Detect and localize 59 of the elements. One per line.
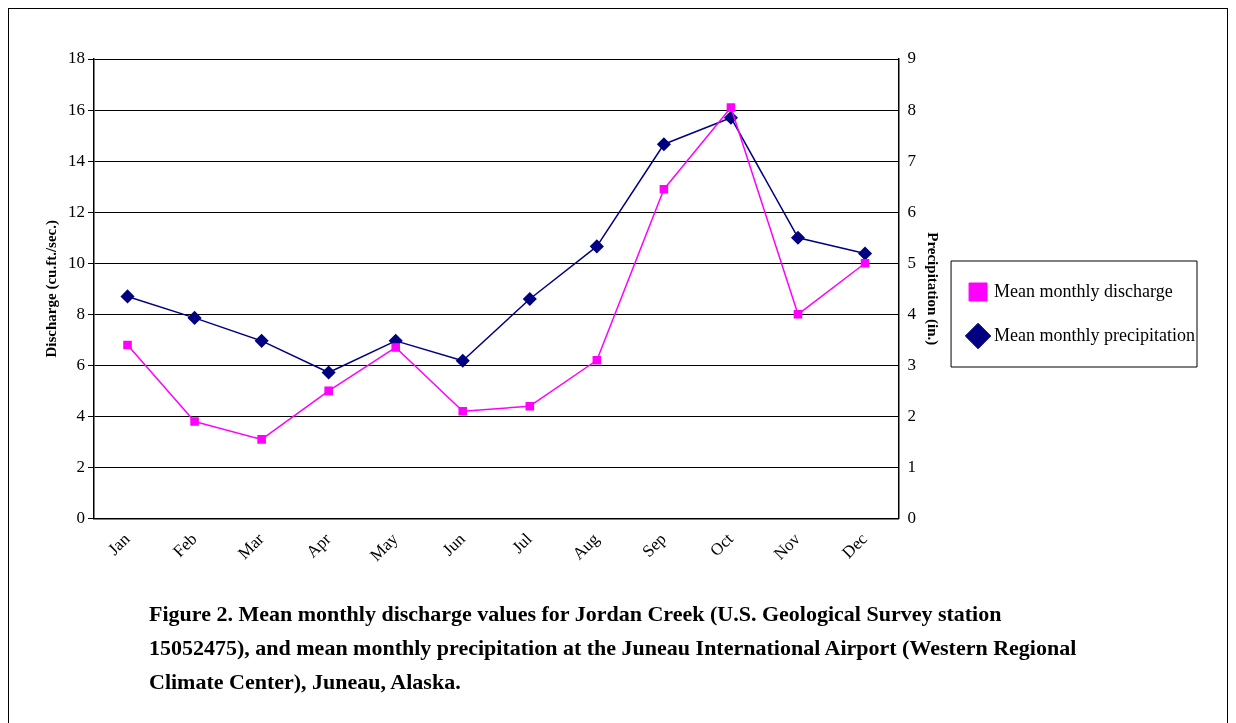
y2-tick-label: 4 [907,303,917,323]
x-tick-label: May [366,528,403,565]
point [592,355,602,365]
x-tick-label: Jun [438,528,470,560]
point [659,184,669,194]
y2-tick-label: 0 [907,508,917,528]
point [257,435,266,444]
y-tick-label: 12 [68,201,85,221]
point [120,289,135,304]
legend-label: Mean monthly discharge [994,280,1173,301]
y-tick-label: 16 [68,99,85,119]
y2-tick-label: 8 [907,99,917,119]
y-tick-label: 10 [68,252,85,272]
y-tick-label: 2 [76,456,85,476]
point [190,417,199,426]
x-tick-label: Nov [769,528,805,564]
point [324,386,333,396]
point [391,343,400,352]
y-tick-label: 6 [76,354,85,374]
point [726,103,736,112]
y2-tick-label: 1 [907,456,917,476]
point [523,292,537,306]
point [525,401,535,411]
x-tick-label: Oct [706,529,738,561]
point [254,334,269,348]
y2-tick-label: 7 [907,150,917,170]
point [187,311,202,325]
x-tick-label: Aug [568,528,604,564]
y2-tick-label: 5 [907,252,917,272]
point [590,239,604,254]
y2-tick-label: 2 [907,405,917,425]
x-tick-label: Feb [169,529,201,561]
y-tick-label: 14 [68,150,86,170]
x-tick-label: Sep [638,529,670,561]
y2-tick-label: 6 [907,201,917,221]
y-tick-label: 4 [76,405,86,425]
point [793,310,803,319]
y-tick-label: 0 [76,508,85,528]
y-tick-label: 18 [68,48,85,68]
caption: Figure 2. Mean monthly discharge values for Jordan Creek (U.S. Geological Survey station 15052475), and mean monthly precipitation at the Juneau International Airport (Western Regional Climate Center), Juneau, Alaska. [149,600,1078,696]
y-tick-label: 8 [76,303,85,323]
x-tick-label: Dec [838,528,872,563]
x-tick-label: Apr [302,529,335,562]
point [456,354,470,368]
x-tick-label: Mar [234,529,268,563]
legend-label: Mean monthly precipitation [994,324,1195,345]
point [860,258,870,268]
y-axis-title: Discharge (cu.ft./sec.) [42,220,60,358]
point [123,340,132,350]
point [791,230,805,245]
x-tick-label: Jan [104,528,134,559]
point [858,246,872,261]
point [321,365,336,380]
y2-tick-label: 3 [907,354,917,374]
y2-tick-label: 9 [907,48,917,68]
y2-axis-title: Precipitation (in.) [924,232,942,346]
point [458,407,468,416]
point [657,137,671,152]
x-tick-label: Jul [508,529,536,557]
